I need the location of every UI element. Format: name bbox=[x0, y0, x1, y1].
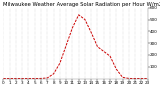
Text: Milwaukee Weather Average Solar Radiation per Hour W/m2 (Last 24 Hours): Milwaukee Weather Average Solar Radiatio… bbox=[3, 2, 160, 7]
